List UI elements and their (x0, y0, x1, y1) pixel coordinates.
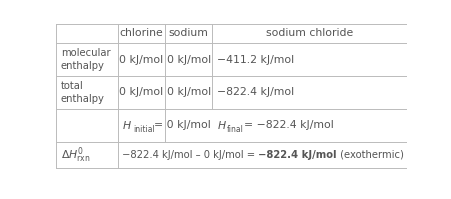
Text: sodium chloride: sodium chloride (265, 28, 352, 38)
Text: final: final (226, 125, 244, 134)
Text: chlorine: chlorine (120, 28, 163, 38)
Text: 0 kJ/mol: 0 kJ/mol (119, 55, 163, 64)
Text: $H$: $H$ (216, 119, 226, 131)
Text: −822.4 kJ/mol: −822.4 kJ/mol (258, 150, 336, 160)
Text: 0 kJ/mol: 0 kJ/mol (119, 87, 163, 98)
Text: 0 kJ/mol: 0 kJ/mol (166, 87, 210, 98)
Text: $H$: $H$ (122, 119, 132, 131)
Text: = −822.4 kJ/mol: = −822.4 kJ/mol (244, 120, 333, 130)
Text: (exothermic): (exothermic) (336, 150, 403, 160)
Text: molecular
enthalpy: molecular enthalpy (60, 48, 110, 71)
Text: −822.4 kJ/mol – 0 kJ/mol =: −822.4 kJ/mol – 0 kJ/mol = (122, 150, 258, 160)
Text: −822.4 kJ/mol: −822.4 kJ/mol (216, 87, 293, 98)
Text: sodium: sodium (168, 28, 208, 38)
Text: −411.2 kJ/mol: −411.2 kJ/mol (216, 55, 293, 64)
Text: 0 kJ/mol: 0 kJ/mol (166, 55, 210, 64)
Text: $\Delta H^0_{\mathrm{rxn}}$: $\Delta H^0_{\mathrm{rxn}}$ (60, 145, 90, 165)
Text: total
enthalpy: total enthalpy (60, 81, 104, 104)
Text: = 0 kJ/mol: = 0 kJ/mol (154, 120, 211, 130)
Text: initial: initial (133, 125, 155, 134)
